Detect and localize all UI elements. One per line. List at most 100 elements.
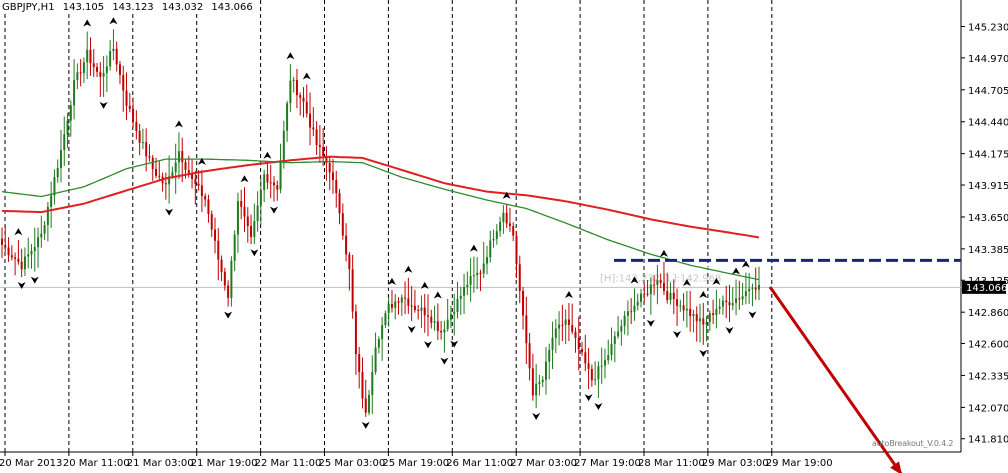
candle-197 <box>646 279 649 297</box>
candle-body-121 <box>397 301 400 303</box>
candle-body-21 <box>69 105 72 121</box>
candle-body-186 <box>610 344 613 356</box>
candle-body-141 <box>463 286 466 296</box>
fractal-up-10 <box>240 175 249 183</box>
candle-body-127 <box>417 309 420 311</box>
candle-body-16 <box>53 177 56 196</box>
candle-body-110 <box>361 372 364 399</box>
fractal-down-42 <box>748 311 757 319</box>
candle-body-71 <box>233 234 236 261</box>
time-tick-label-8: 27 Mar 03:00 <box>510 458 577 469</box>
time-tick-label-11: 29 Mar 03:00 <box>702 458 769 469</box>
candle-body-179 <box>587 363 590 369</box>
candle-body-177 <box>581 349 584 353</box>
candle-body-37 <box>122 74 125 91</box>
candle-body-198 <box>649 284 652 295</box>
candle-31 <box>102 55 105 97</box>
candle-161 <box>528 333 531 381</box>
header-bg <box>0 0 200 12</box>
candle-66 <box>217 228 220 281</box>
candle-body-14 <box>46 206 49 226</box>
fractal-down-1 <box>17 282 26 290</box>
candle-183 <box>600 347 603 384</box>
candle-154 <box>505 203 508 228</box>
candle-46 <box>151 155 154 181</box>
candle-body-190 <box>623 315 626 326</box>
candle-153 <box>502 205 505 234</box>
fractal-up-12 <box>263 151 272 159</box>
candle-39 <box>128 92 131 113</box>
candle-70 <box>230 256 233 307</box>
candle-136 <box>446 298 449 332</box>
candle-body-203 <box>666 291 669 300</box>
header-close: 143.066 <box>211 2 252 13</box>
candle-body-76 <box>250 226 253 237</box>
candle-body-12 <box>40 233 43 238</box>
candle-17 <box>56 159 59 183</box>
candle-81 <box>266 163 269 190</box>
candle-214 <box>702 303 705 345</box>
candle-173 <box>567 303 570 342</box>
candle-107 <box>351 254 354 319</box>
candle-193 <box>633 288 636 321</box>
candle-body-28 <box>92 63 95 68</box>
price-axis[interactable]: 145.230 144.970 144.705 144.440 144.175 143.9… <box>961 23 1008 446</box>
candle-8 <box>27 237 30 269</box>
candle-body-54 <box>177 151 180 163</box>
candle-186 <box>610 327 613 361</box>
candle-125 <box>410 286 413 321</box>
candle-body-137 <box>449 314 452 320</box>
candle-body-183 <box>600 365 603 367</box>
candle-220 <box>721 295 724 315</box>
candle-body-2 <box>7 247 10 256</box>
time-tick-label-2: 21 Mar 03:00 <box>127 458 194 469</box>
candle-body-62 <box>204 196 207 200</box>
candle-body-215 <box>705 321 708 325</box>
fractal-down-9 <box>224 311 233 319</box>
candle-1 <box>4 225 7 252</box>
candle-body-143 <box>469 276 472 285</box>
candle-189 <box>620 319 623 346</box>
candle-36 <box>118 60 121 85</box>
price-tick-label-1: 144.970 <box>968 54 1008 65</box>
candle-body-57 <box>187 170 190 175</box>
candle-82 <box>269 164 272 199</box>
candle-67 <box>220 255 223 281</box>
candle-22 <box>73 59 76 120</box>
candle-202 <box>662 261 665 296</box>
candle-body-88 <box>289 80 292 104</box>
candle-body-75 <box>246 216 249 227</box>
candle-122 <box>400 294 403 316</box>
fractal-up-31 <box>630 276 639 284</box>
forecast-arrow-head <box>890 461 902 473</box>
candle-79 <box>259 178 262 225</box>
candle-body-92 <box>302 97 305 102</box>
candle-body-31 <box>102 72 105 77</box>
ma-slow-line <box>1 155 760 239</box>
candle-213 <box>699 303 702 343</box>
fractal-down-11 <box>250 249 259 257</box>
candle-26 <box>86 31 89 80</box>
current-price-value: 143.066 <box>966 283 1007 294</box>
candle-141 <box>463 273 466 314</box>
candle-224 <box>735 279 738 316</box>
fractal-down-37 <box>699 349 708 357</box>
fractal-up-41 <box>741 260 750 268</box>
candle-120 <box>394 294 397 320</box>
candle-body-86 <box>282 130 285 161</box>
candle-210 <box>689 291 692 332</box>
candle-54 <box>177 132 180 180</box>
candle-38 <box>125 72 128 121</box>
candle-155 <box>508 207 511 232</box>
candle-123 <box>404 281 407 315</box>
candle-171 <box>561 304 564 342</box>
candle-body-23 <box>76 72 79 81</box>
candle-191 <box>626 300 629 336</box>
candle-132 <box>433 305 436 331</box>
candle-body-114 <box>374 347 377 373</box>
candle-body-133 <box>436 321 439 331</box>
candle-137 <box>449 305 452 329</box>
candle-19 <box>63 116 66 167</box>
